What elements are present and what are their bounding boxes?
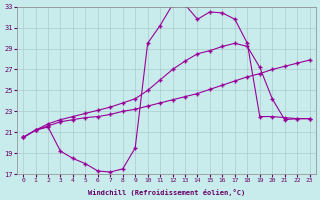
X-axis label: Windchill (Refroidissement éolien,°C): Windchill (Refroidissement éolien,°C): [88, 189, 245, 196]
